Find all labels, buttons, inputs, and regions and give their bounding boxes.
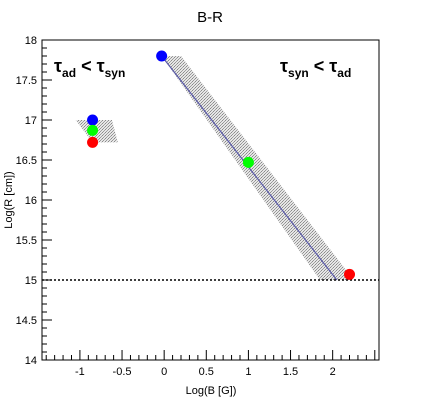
x-tick-label: -1 (75, 366, 85, 378)
x-tick-label: 1 (245, 366, 251, 378)
x-tick-label: -0.5 (113, 366, 132, 378)
y-tick-label: 16 (25, 195, 37, 207)
band-center-line (161, 55, 338, 281)
chart-title: B-R (197, 9, 223, 26)
data-point (87, 136, 99, 148)
y-tick-label: 14.5 (16, 315, 37, 327)
data-point (156, 50, 168, 62)
data-point (242, 156, 254, 168)
plot-frame (41, 39, 380, 361)
y-tick-label: 18 (25, 35, 37, 47)
y-tick-label: 14 (25, 355, 37, 367)
x-tick-label: 2 (330, 366, 336, 378)
data-point (87, 114, 99, 126)
annotation-tau-ad-lt-syn: τad < τsyn (54, 56, 125, 80)
data-point (87, 124, 99, 136)
uncertainty-band (161, 56, 354, 280)
plot-area: -1 -0.5 0 0.5 1 1.5 2 14 14.5 15 15.5 16 16.5 17 17.5 1… (16, 35, 380, 378)
x-tick-label: 0.5 (199, 366, 214, 378)
x-tick-label: 1.5 (283, 366, 298, 378)
y-tick-label: 16.5 (16, 155, 37, 167)
x-axis-title: Log(B [G]) (186, 385, 237, 397)
y-tick-label: 17.5 (16, 75, 37, 87)
y-tick-label: 15 (25, 275, 37, 287)
x-tick-label: 0 (161, 366, 167, 378)
y-tick-label: 17 (25, 115, 37, 127)
y-tick-label: 15.5 (16, 235, 37, 247)
annotation-tau-syn-lt-ad: τsyn < τad (280, 56, 351, 80)
y-axis-title: Log(R [cm]) (3, 171, 15, 228)
data-point (344, 268, 356, 280)
